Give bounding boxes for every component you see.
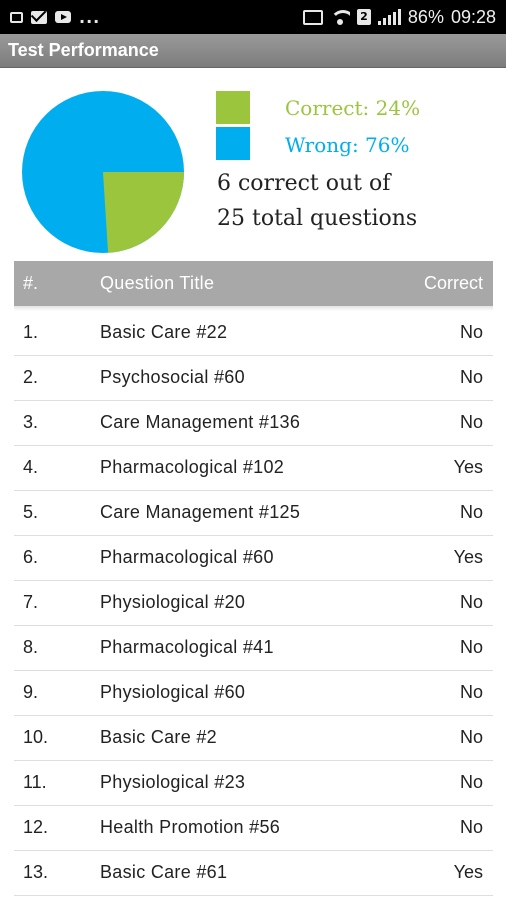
row-question-title: Health Promotion #56 (100, 817, 281, 837)
legend-correct-label: Correct: 24% (285, 96, 421, 120)
pie-slice-correct (103, 172, 184, 253)
table-row[interactable]: 13. Basic Care #61 Yes (14, 851, 493, 896)
row-number: 13. (23, 862, 49, 882)
results-table: #. Question Title Correct 1. Basic Care … (14, 261, 493, 896)
row-number: 12. (23, 817, 49, 837)
row-number: 4. (23, 457, 39, 477)
table-row[interactable]: 11. Physiological #23 No (14, 761, 493, 806)
table-row[interactable]: 8. Pharmacological #41 No (14, 626, 493, 671)
row-correct: No (459, 772, 483, 792)
row-question-title: Pharmacological #60 (100, 547, 274, 567)
table-row[interactable]: 6. Pharmacological #60 Yes (14, 536, 493, 581)
row-number: 1. (23, 322, 39, 342)
row-question-title: Pharmacological #102 (100, 457, 285, 477)
row-question-title: Pharmacological #41 (100, 637, 274, 657)
row-number: 11. (23, 772, 47, 792)
table-row[interactable]: 4. Pharmacological #102 Yes (14, 446, 493, 491)
sim-icon: 2 (356, 9, 371, 25)
table-row[interactable]: 9. Physiological #60 No (14, 671, 493, 716)
row-number: 2. (23, 367, 39, 387)
row-question-title: Care Management #136 (100, 412, 301, 432)
row-correct: No (459, 502, 483, 522)
row-correct: No (459, 592, 483, 612)
row-question-title: Physiological #23 (100, 772, 246, 792)
legend-swatch-wrong (216, 127, 250, 160)
table-row[interactable]: 5. Care Management #125 No (14, 491, 493, 536)
row-number: 10. (23, 727, 49, 747)
header-question-title: Question Title (100, 273, 215, 293)
row-correct: No (459, 367, 483, 387)
header-correct: Correct (423, 273, 483, 293)
mail-icon (31, 10, 47, 24)
battery-percent: 86% (407, 6, 444, 27)
header-divider (14, 306, 493, 311)
row-number: 5. (23, 502, 39, 522)
youtube-icon (55, 11, 71, 23)
table-row[interactable]: 1. Basic Care #22 No (14, 311, 493, 356)
row-number: 6. (23, 547, 39, 567)
row-correct: Yes (453, 457, 483, 477)
title-bar: Test Performance (0, 34, 506, 68)
table-row[interactable]: 7. Physiological #20 No (14, 581, 493, 626)
header-number: #. (23, 273, 39, 293)
legend-swatch-correct (216, 91, 250, 124)
table-header: #. Question Title Correct (14, 261, 493, 306)
table-row[interactable]: 3. Care Management #136 No (14, 401, 493, 446)
row-question-title: Basic Care #22 (100, 322, 228, 342)
row-question-title: Basic Care #2 (100, 727, 217, 747)
row-correct: No (459, 727, 483, 747)
row-correct: Yes (453, 547, 483, 567)
row-number: 9. (23, 682, 39, 702)
table-row[interactable]: 10. Basic Care #2 No (14, 716, 493, 761)
score-summary-line-1: 6 correct out of (217, 171, 391, 196)
score-summary-line-2: 25 total questions (217, 206, 418, 231)
row-number: 8. (23, 637, 39, 657)
row-number: 7. (23, 592, 39, 612)
page-title: Test Performance (8, 40, 159, 60)
signal-icon (377, 9, 401, 25)
photo-icon (10, 11, 23, 23)
status-bar: ... 2 86% 09:28 (0, 0, 506, 34)
row-correct: No (459, 817, 483, 837)
legend-wrong-label: Wrong: 76% (285, 133, 410, 157)
row-question-title: Care Management #125 (100, 502, 301, 522)
row-question-title: Basic Care #61 (100, 862, 228, 882)
table-row[interactable]: 12. Health Promotion #56 No (14, 806, 493, 851)
row-question-title: Physiological #20 (100, 592, 246, 612)
row-correct: Yes (453, 862, 483, 882)
row-correct: No (459, 682, 483, 702)
row-correct: No (459, 322, 483, 342)
cast-icon (302, 9, 323, 25)
row-number: 3. (23, 412, 39, 432)
row-correct: No (459, 637, 483, 657)
more-notifications-indicator: ... (79, 7, 101, 27)
row-question-title: Physiological #60 (100, 682, 246, 702)
row-correct: No (459, 412, 483, 432)
performance-pie-chart (22, 91, 184, 253)
row-question-title: Psychosocial #60 (100, 367, 245, 387)
wifi-icon (329, 8, 350, 26)
table-row[interactable]: 2. Psychosocial #60 No (14, 356, 493, 401)
clock: 09:28 (450, 6, 496, 27)
